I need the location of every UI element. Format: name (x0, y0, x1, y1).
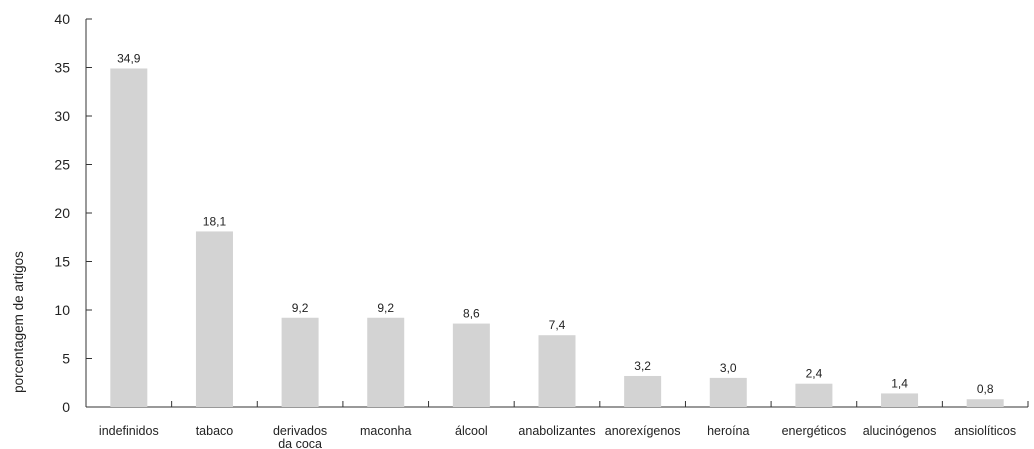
data-label: 34,9 (117, 51, 141, 65)
bar (281, 317, 319, 407)
data-label: 3,0 (720, 361, 737, 375)
data-label: 3,2 (634, 359, 651, 373)
x-tick-label: indefinidos (99, 424, 159, 438)
bar (367, 317, 405, 407)
data-label: 8,6 (463, 307, 480, 321)
y-tick-label: 25 (54, 157, 70, 173)
bar (624, 375, 662, 407)
x-tick-label: anorexígenos (605, 424, 681, 438)
y-axis-title: porcentagem de artigos (11, 251, 26, 393)
bar (195, 231, 233, 407)
x-tick-label: energéticos (782, 424, 847, 438)
x-tick-label: álcool (455, 424, 488, 438)
x-tick-label: alucinógenos (863, 424, 937, 438)
x-tick-label: ansiolíticos (954, 424, 1016, 438)
x-tick-label: anabolizantes (518, 424, 595, 438)
x-tick-label: derivados (273, 424, 327, 438)
y-tick-label: 35 (54, 60, 70, 76)
y-tick-label: 5 (62, 351, 70, 367)
y-tick-label: 40 (54, 11, 70, 27)
data-label: 2,4 (806, 367, 823, 381)
x-tick-label: da coca (278, 437, 322, 449)
data-label: 0,8 (977, 382, 994, 396)
bar (452, 323, 490, 407)
data-label: 1,4 (891, 376, 908, 390)
bars (110, 68, 1004, 407)
y-tick-label: 30 (54, 108, 70, 124)
data-label: 18,1 (203, 214, 227, 228)
data-label: 7,4 (549, 318, 566, 332)
bar (110, 68, 148, 407)
x-tick-label: tabaco (196, 424, 234, 438)
x-tick-label: maconha (360, 424, 411, 438)
x-tick-label: heroína (707, 424, 749, 438)
y-tick-label: 20 (54, 205, 70, 221)
bar (966, 399, 1004, 407)
y-tick-label: 15 (54, 254, 70, 270)
bar (709, 377, 747, 407)
bar (538, 335, 576, 407)
bar (881, 393, 919, 407)
data-label: 9,2 (292, 301, 309, 315)
y-tick-label: 10 (54, 302, 70, 318)
labels: 0 5 10 15 20 25 30 35 40 34,9 indefinidos 18,1 tabac… (54, 11, 1016, 449)
y-tick-label: 0 (62, 399, 70, 415)
bar (795, 383, 833, 407)
data-label: 9,2 (377, 301, 394, 315)
